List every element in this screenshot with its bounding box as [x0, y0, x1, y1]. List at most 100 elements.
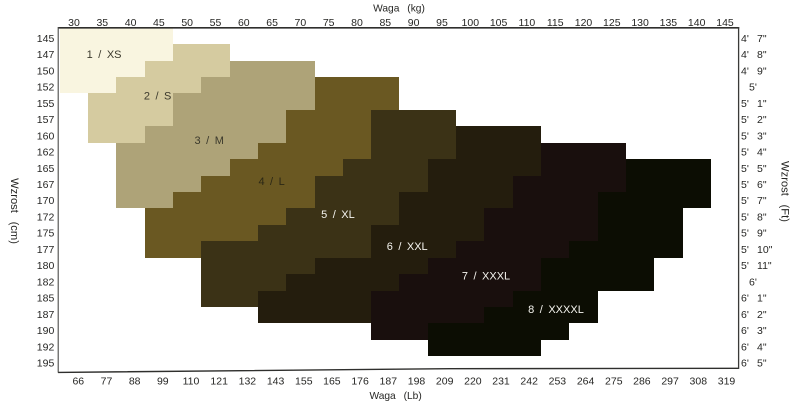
svg-text:7 / XXXL: 7 / XXXL: [462, 271, 510, 283]
svg-text:99: 99: [157, 376, 169, 388]
svg-text:6' 5": 6' 5": [741, 358, 767, 370]
svg-text:177: 177: [37, 244, 55, 256]
svg-text:195: 195: [37, 358, 55, 370]
svg-text:4' 8": 4' 8": [741, 49, 767, 61]
svg-text:40: 40: [125, 17, 137, 29]
svg-text:180: 180: [37, 260, 55, 272]
svg-text:8 / XXXXL: 8 / XXXXL: [528, 304, 584, 316]
svg-text:125: 125: [603, 17, 621, 29]
svg-text:Waga (kg): Waga (kg): [373, 4, 425, 15]
svg-text:132: 132: [239, 376, 257, 388]
svg-text:319: 319: [718, 376, 736, 388]
svg-text:77: 77: [101, 376, 113, 388]
svg-text:30: 30: [68, 17, 80, 29]
svg-text:198: 198: [408, 376, 426, 388]
svg-text:55: 55: [210, 17, 222, 29]
svg-text:253: 253: [549, 376, 567, 388]
svg-text:90: 90: [408, 17, 420, 29]
svg-text:209: 209: [436, 376, 454, 388]
svg-text:110: 110: [183, 376, 200, 388]
svg-text:145: 145: [37, 33, 55, 45]
svg-text:35: 35: [96, 17, 108, 29]
svg-text:147: 147: [37, 49, 55, 61]
svg-text:275: 275: [605, 376, 623, 388]
svg-text:80: 80: [351, 17, 363, 29]
svg-text:135: 135: [660, 17, 678, 29]
svg-text:185: 185: [37, 293, 55, 305]
svg-text:5' 8": 5' 8": [741, 212, 767, 224]
svg-text:160: 160: [37, 130, 55, 142]
svg-text:170: 170: [37, 195, 55, 207]
svg-text:70: 70: [295, 17, 307, 29]
svg-text:66: 66: [72, 376, 84, 388]
svg-text:1 / XS: 1 / XS: [87, 49, 122, 61]
svg-text:2 / S: 2 / S: [144, 91, 172, 103]
svg-text:130: 130: [631, 17, 649, 29]
svg-text:6': 6': [749, 277, 757, 289]
svg-text:60: 60: [238, 17, 250, 29]
svg-text:6 / XXL: 6 / XXL: [387, 241, 428, 253]
svg-text:5' 9": 5' 9": [741, 228, 767, 240]
svg-text:5' 7": 5' 7": [741, 195, 767, 207]
svg-text:155: 155: [37, 98, 55, 110]
svg-text:110: 110: [519, 17, 536, 29]
svg-text:190: 190: [37, 325, 55, 337]
svg-text:231: 231: [492, 376, 510, 388]
svg-text:176: 176: [351, 376, 369, 388]
svg-text:192: 192: [37, 342, 55, 354]
svg-text:5 / XL: 5 / XL: [321, 209, 355, 221]
svg-text:3 / M: 3 / M: [195, 135, 224, 147]
svg-text:6' 2": 6' 2": [741, 309, 767, 321]
svg-text:6' 1": 6' 1": [741, 293, 767, 305]
svg-text:5' 1": 5' 1": [741, 98, 767, 110]
svg-text:88: 88: [129, 376, 141, 388]
svg-text:4 / L: 4 / L: [258, 176, 284, 188]
svg-text:4' 7": 4' 7": [741, 33, 767, 45]
svg-text:155: 155: [295, 376, 313, 388]
svg-text:75: 75: [323, 17, 335, 29]
svg-text:45: 45: [153, 17, 165, 29]
svg-text:121: 121: [210, 376, 228, 388]
svg-text:Waga (Lb): Waga (Lb): [369, 391, 421, 402]
svg-text:165: 165: [37, 163, 55, 175]
svg-text:95: 95: [436, 17, 448, 29]
svg-text:182: 182: [37, 277, 55, 289]
svg-text:50: 50: [181, 17, 193, 29]
svg-text:167: 167: [37, 179, 55, 191]
svg-text:152: 152: [37, 82, 55, 94]
svg-text:5' 4": 5' 4": [741, 147, 767, 159]
svg-text:5' 11": 5' 11": [741, 260, 772, 272]
svg-text:165: 165: [323, 376, 341, 388]
svg-text:286: 286: [633, 376, 651, 388]
svg-text:187: 187: [37, 309, 55, 321]
svg-text:5': 5': [749, 82, 757, 94]
svg-text:145: 145: [716, 17, 734, 29]
svg-text:120: 120: [575, 17, 593, 29]
svg-text:5' 2": 5' 2": [741, 114, 767, 126]
svg-text:187: 187: [380, 376, 398, 388]
svg-text:100: 100: [462, 17, 480, 29]
svg-text:65: 65: [266, 17, 278, 29]
svg-text:172: 172: [37, 212, 55, 224]
svg-text:5' 6": 5' 6": [741, 179, 767, 191]
svg-text:Wzrost (Ft): Wzrost (Ft): [779, 161, 791, 222]
svg-text:143: 143: [267, 376, 285, 388]
svg-text:162: 162: [37, 147, 55, 159]
svg-text:Wzrost (cm): Wzrost (cm): [8, 178, 20, 244]
svg-text:5' 3": 5' 3": [741, 130, 767, 142]
svg-text:264: 264: [577, 376, 595, 388]
svg-text:157: 157: [37, 114, 55, 126]
svg-text:6' 4": 6' 4": [741, 342, 767, 354]
svg-text:150: 150: [37, 65, 55, 77]
svg-text:5' 5": 5' 5": [741, 163, 767, 175]
svg-text:5' 10": 5' 10": [741, 244, 773, 256]
svg-text:308: 308: [690, 376, 708, 388]
svg-text:105: 105: [490, 17, 508, 29]
svg-text:297: 297: [661, 376, 679, 388]
svg-text:175: 175: [37, 228, 55, 240]
svg-text:115: 115: [547, 17, 564, 29]
svg-text:140: 140: [688, 17, 706, 29]
svg-text:85: 85: [379, 17, 391, 29]
svg-text:220: 220: [464, 376, 482, 388]
svg-text:6' 3": 6' 3": [741, 325, 767, 337]
